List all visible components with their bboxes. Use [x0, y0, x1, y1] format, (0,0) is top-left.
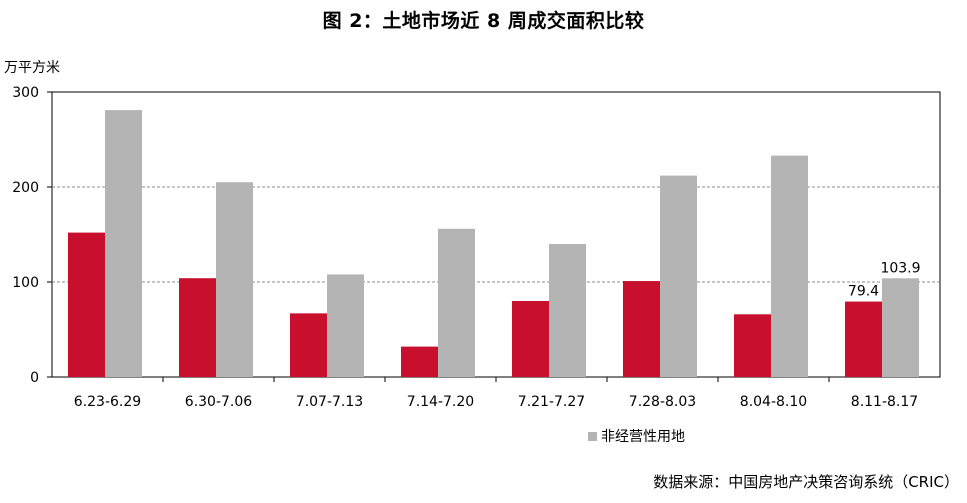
legend-swatch-series-b: [588, 431, 597, 441]
bar-series-a: [623, 281, 660, 377]
bar-series-b: [549, 244, 586, 377]
y-tick-label: 200: [12, 180, 39, 196]
legend-label-series-b: 非经营性用地: [601, 429, 685, 445]
x-tick-label: 8.11-8.17: [851, 394, 918, 410]
x-tick-label: 7.07-7.13: [296, 394, 363, 410]
bar-series-b: [882, 278, 919, 377]
data-label: 103.9: [880, 260, 920, 276]
bar-series-a: [734, 314, 771, 377]
data-label: 79.4: [848, 284, 879, 300]
bar-series-b: [327, 274, 364, 377]
bar-series-a: [68, 232, 105, 377]
legend: 非经营性用地: [588, 426, 685, 446]
figure-title: 图 2：土地市场近 8 周成交面积比较: [322, 10, 645, 32]
x-tick-label: 6.30-7.06: [185, 394, 252, 410]
y-tick-label: 300: [12, 85, 39, 101]
x-tick-label: 7.21-7.27: [518, 394, 585, 410]
bar-series-a: [290, 313, 327, 377]
x-tick-label: 6.23-6.29: [74, 394, 141, 410]
source-note: 数据来源：中国房地产决策咨询系统（CRIC）: [653, 473, 959, 491]
bar-series-b: [216, 182, 253, 377]
y-tick-label: 100: [12, 275, 39, 291]
bar-series-b: [438, 228, 475, 377]
bar-series-a: [179, 278, 216, 377]
x-tick-label: 7.14-7.20: [407, 394, 474, 410]
bar-series-a: [845, 301, 882, 377]
y-axis-unit-label: 万平方米: [4, 60, 60, 76]
x-tick-label: 7.28-8.03: [629, 394, 696, 410]
bar-series-b: [105, 110, 142, 378]
bar-series-a: [512, 301, 549, 377]
x-tick-label: 8.04-8.10: [740, 394, 807, 410]
bar-series-a: [401, 346, 438, 377]
bar-series-b: [660, 175, 697, 377]
bar-series-b: [771, 155, 808, 377]
y-tick-label: 0: [30, 370, 39, 386]
